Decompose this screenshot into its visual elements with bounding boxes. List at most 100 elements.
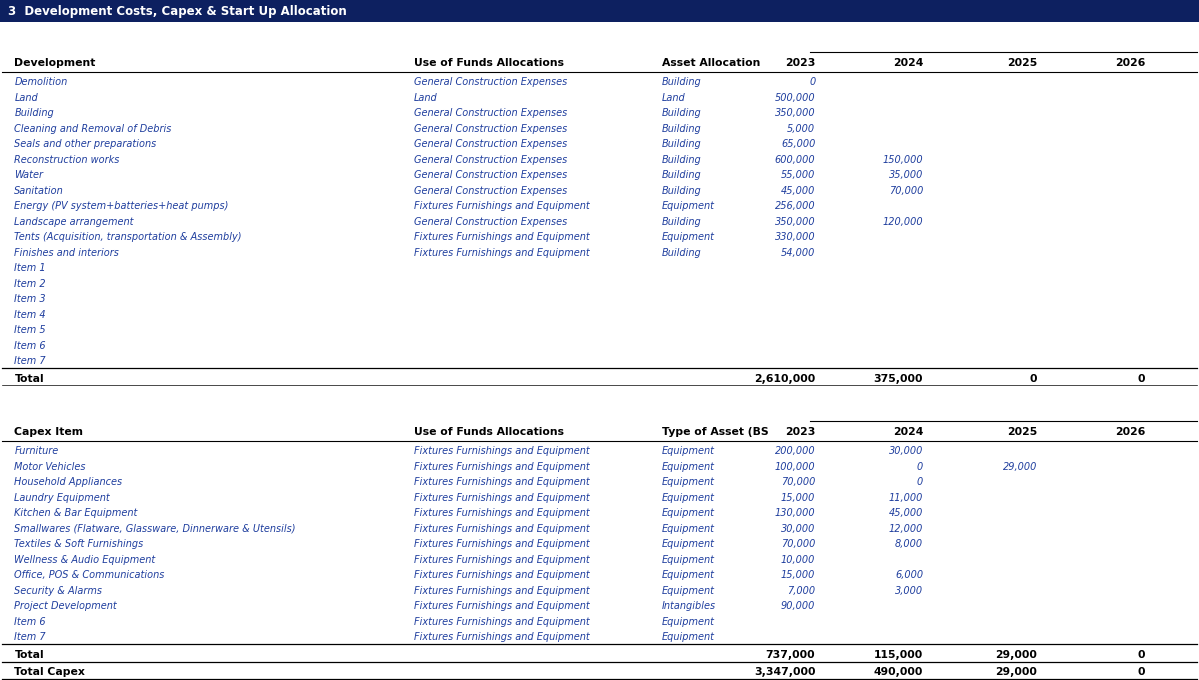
Text: 330,000: 330,000 [775, 233, 815, 242]
Text: Equipment: Equipment [662, 571, 715, 581]
Text: General Construction Expenses: General Construction Expenses [414, 217, 567, 227]
Text: Use of Funds Allocations: Use of Funds Allocations [414, 58, 564, 68]
Text: 65,000: 65,000 [781, 139, 815, 150]
Text: 12,000: 12,000 [888, 524, 923, 534]
Text: Land: Land [414, 93, 438, 103]
Text: Land: Land [662, 93, 686, 103]
Text: Intangibles: Intangibles [662, 602, 716, 611]
Text: Building: Building [662, 171, 701, 180]
Text: 2024: 2024 [893, 427, 923, 437]
Text: 70,000: 70,000 [781, 539, 815, 549]
Text: Kitchen & Bar Equipment: Kitchen & Bar Equipment [14, 509, 138, 518]
Text: Wellness & Audio Equipment: Wellness & Audio Equipment [14, 555, 156, 565]
Text: 30,000: 30,000 [888, 447, 923, 456]
Text: Project Development: Project Development [14, 602, 118, 611]
Text: 0: 0 [1138, 374, 1145, 384]
Text: Equipment: Equipment [662, 462, 715, 472]
Text: Equipment: Equipment [662, 539, 715, 549]
Text: 350,000: 350,000 [775, 108, 815, 118]
Text: Building: Building [662, 248, 701, 258]
Text: 70,000: 70,000 [888, 186, 923, 196]
Text: 115,000: 115,000 [874, 650, 923, 660]
Text: 2025: 2025 [1007, 58, 1037, 68]
Text: Building: Building [662, 155, 701, 165]
Text: Equipment: Equipment [662, 447, 715, 456]
Text: 29,000: 29,000 [1002, 462, 1037, 472]
Text: Sanitation: Sanitation [14, 186, 64, 196]
Text: 200,000: 200,000 [775, 447, 815, 456]
Text: Total Capex: Total Capex [14, 667, 85, 677]
Text: Fixtures Furnishings and Equipment: Fixtures Furnishings and Equipment [414, 539, 590, 549]
Text: Building: Building [662, 78, 701, 87]
Text: Landscape arrangement: Landscape arrangement [14, 217, 134, 227]
Text: Textiles & Soft Furnishings: Textiles & Soft Furnishings [14, 539, 144, 549]
Text: Equipment: Equipment [662, 524, 715, 534]
Text: 11,000: 11,000 [888, 493, 923, 503]
Text: Fixtures Furnishings and Equipment: Fixtures Furnishings and Equipment [414, 248, 590, 258]
Text: General Construction Expenses: General Construction Expenses [414, 155, 567, 165]
Text: 6,000: 6,000 [896, 571, 923, 581]
Text: Item 7: Item 7 [14, 632, 46, 643]
Text: Equipment: Equipment [662, 201, 715, 211]
Text: Smallwares (Flatware, Glassware, Dinnerware & Utensils): Smallwares (Flatware, Glassware, Dinnerw… [14, 524, 296, 534]
Text: Finishes and interiors: Finishes and interiors [14, 248, 119, 258]
Text: 0: 0 [1030, 374, 1037, 384]
Text: General Construction Expenses: General Construction Expenses [414, 171, 567, 180]
Text: 490,000: 490,000 [874, 667, 923, 677]
Text: 0: 0 [1138, 650, 1145, 660]
Text: 120,000: 120,000 [882, 217, 923, 227]
Text: Fixtures Furnishings and Equipment: Fixtures Furnishings and Equipment [414, 233, 590, 242]
Text: General Construction Expenses: General Construction Expenses [414, 186, 567, 196]
Text: 35,000: 35,000 [888, 171, 923, 180]
Text: Fixtures Furnishings and Equipment: Fixtures Furnishings and Equipment [414, 493, 590, 503]
Text: Total: Total [14, 650, 44, 660]
Text: Land: Land [14, 93, 38, 103]
Text: 150,000: 150,000 [882, 155, 923, 165]
Text: Cleaning and Removal of Debris: Cleaning and Removal of Debris [14, 124, 171, 134]
Text: 2023: 2023 [785, 58, 815, 68]
Text: Item 1: Item 1 [14, 263, 46, 273]
Text: Fixtures Furnishings and Equipment: Fixtures Furnishings and Equipment [414, 462, 590, 472]
Text: 737,000: 737,000 [766, 650, 815, 660]
Text: Total: Total [14, 374, 44, 384]
Text: Item 2: Item 2 [14, 279, 46, 289]
Text: 2025: 2025 [1007, 427, 1037, 437]
Text: Security & Alarms: Security & Alarms [14, 586, 102, 596]
Text: General Construction Expenses: General Construction Expenses [414, 139, 567, 150]
Text: Equipment: Equipment [662, 233, 715, 242]
Text: Building: Building [14, 108, 54, 118]
Text: 100,000: 100,000 [775, 462, 815, 472]
Text: 3  Development Costs, Capex & Start Up Allocation: 3 Development Costs, Capex & Start Up Al… [8, 5, 347, 18]
Text: 55,000: 55,000 [781, 171, 815, 180]
Text: General Construction Expenses: General Construction Expenses [414, 108, 567, 118]
Text: Equipment: Equipment [662, 509, 715, 518]
Text: Equipment: Equipment [662, 477, 715, 488]
Text: Furniture: Furniture [14, 447, 59, 456]
Text: Equipment: Equipment [662, 617, 715, 627]
Text: 3,347,000: 3,347,000 [754, 667, 815, 677]
Text: Equipment: Equipment [662, 586, 715, 596]
Text: 90,000: 90,000 [781, 602, 815, 611]
Text: Fixtures Furnishings and Equipment: Fixtures Furnishings and Equipment [414, 524, 590, 534]
Text: Motor Vehicles: Motor Vehicles [14, 462, 86, 472]
Text: Equipment: Equipment [662, 493, 715, 503]
Text: 0: 0 [1138, 667, 1145, 677]
Text: Building: Building [662, 186, 701, 196]
Text: Office, POS & Communications: Office, POS & Communications [14, 571, 164, 581]
Text: Water: Water [14, 171, 43, 180]
Text: Type of Asset (BS: Type of Asset (BS [662, 427, 769, 437]
Text: Item 7: Item 7 [14, 356, 46, 367]
Text: 29,000: 29,000 [995, 650, 1037, 660]
Bar [0, 0, 1199, 22]
Text: Asset Allocation: Asset Allocation [662, 58, 760, 68]
Text: Fixtures Furnishings and Equipment: Fixtures Furnishings and Equipment [414, 477, 590, 488]
Text: General Construction Expenses: General Construction Expenses [414, 124, 567, 134]
Text: 375,000: 375,000 [874, 374, 923, 384]
Text: Seals and other preparations: Seals and other preparations [14, 139, 157, 150]
Text: 0: 0 [917, 477, 923, 488]
Text: Item 4: Item 4 [14, 310, 46, 320]
Text: 0: 0 [917, 462, 923, 472]
Text: 5,000: 5,000 [788, 124, 815, 134]
Text: Fixtures Furnishings and Equipment: Fixtures Furnishings and Equipment [414, 555, 590, 565]
Text: 45,000: 45,000 [888, 509, 923, 518]
